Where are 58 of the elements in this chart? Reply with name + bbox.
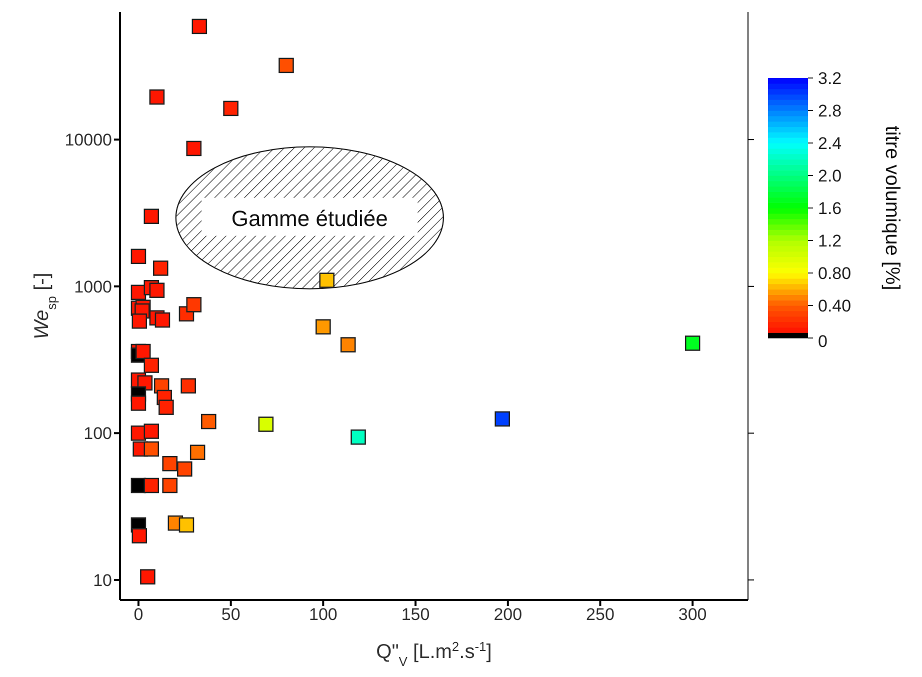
point [192,18,208,34]
point [186,297,202,312]
point [162,478,178,494]
point [162,456,178,472]
point [130,396,146,411]
point [201,414,216,430]
point [258,416,274,432]
color-bar-label: 0.40 [818,296,852,316]
point [178,517,194,533]
color-bar-label: 2.8 [818,102,842,120]
point [130,248,146,264]
color-bar-label: 0.80 [818,264,852,283]
point [135,344,151,360]
x-axis-title: Q"$_{V}$ [L.m$^{2}$.s$^{-1}$] [376,638,492,668]
color-bar-label: 0 [818,332,828,351]
point [684,336,700,351]
color-bar-label: 1.2 [818,232,842,250]
point [149,89,165,105]
point [152,260,168,276]
point [340,337,356,352]
point [144,358,160,373]
x-tick-label: 50 [221,605,240,624]
point [190,444,206,460]
point [149,282,165,298]
x-tick-label: 300 [678,605,707,624]
color-bar-label: 2.4 [818,134,842,153]
y-tick-label: 100 [84,424,112,444]
point [494,411,510,427]
y-tick-label: 10000 [64,130,112,150]
color-bar-label: 2.0 [818,166,842,186]
point [278,58,294,74]
point [144,441,160,457]
point [132,528,148,544]
point [144,208,160,224]
y-tick-label: 10 [93,570,112,590]
color-bar-label: 3.2 [818,69,842,88]
point [158,400,174,415]
x-tick-label: 250 [586,605,614,624]
point [176,461,192,477]
x-tick-label: 100 [308,605,338,624]
annotation: Gamme étudiée [231,206,388,231]
point [180,378,196,394]
point [186,140,202,156]
point [132,313,148,329]
point [140,569,156,584]
x-tick-label: 0 [134,605,144,624]
point [144,478,160,494]
y-tick-label: 1000 [74,277,112,296]
point [154,312,170,328]
point [350,429,366,445]
point [316,319,331,334]
color-bar-label: 1.6 [818,199,842,218]
x-tick-label: 150 [401,605,430,624]
point [144,424,160,439]
point [223,100,238,116]
point [319,272,335,288]
color-bar-title: titre volumique [%] [881,126,903,290]
x-tick-label: 200 [494,605,522,624]
